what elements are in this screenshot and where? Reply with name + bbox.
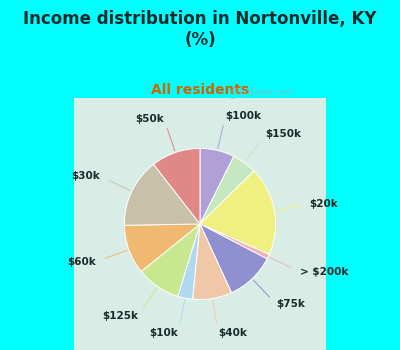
Text: $10k: $10k bbox=[149, 328, 178, 338]
Wedge shape bbox=[200, 156, 254, 224]
Wedge shape bbox=[154, 148, 200, 224]
Text: Income distribution in Nortonville, KY
(%): Income distribution in Nortonville, KY (… bbox=[23, 10, 377, 49]
Wedge shape bbox=[124, 164, 200, 225]
Text: $100k: $100k bbox=[226, 111, 262, 121]
Text: $125k: $125k bbox=[102, 311, 138, 321]
Wedge shape bbox=[200, 148, 234, 224]
Text: $40k: $40k bbox=[218, 328, 247, 338]
Text: All residents: All residents bbox=[151, 83, 249, 97]
Text: > $200k: > $200k bbox=[300, 267, 348, 277]
Wedge shape bbox=[200, 171, 276, 254]
Text: City-Data.com: City-Data.com bbox=[230, 89, 294, 97]
Wedge shape bbox=[200, 224, 267, 293]
Wedge shape bbox=[178, 224, 200, 299]
Wedge shape bbox=[200, 224, 269, 259]
Text: $150k: $150k bbox=[265, 129, 301, 139]
Text: $30k: $30k bbox=[71, 171, 100, 181]
Text: $20k: $20k bbox=[309, 199, 338, 209]
Wedge shape bbox=[141, 224, 200, 296]
Text: $50k: $50k bbox=[135, 114, 164, 124]
Text: $60k: $60k bbox=[67, 257, 96, 267]
Text: $75k: $75k bbox=[276, 299, 305, 309]
Wedge shape bbox=[192, 224, 232, 300]
Wedge shape bbox=[124, 224, 200, 271]
